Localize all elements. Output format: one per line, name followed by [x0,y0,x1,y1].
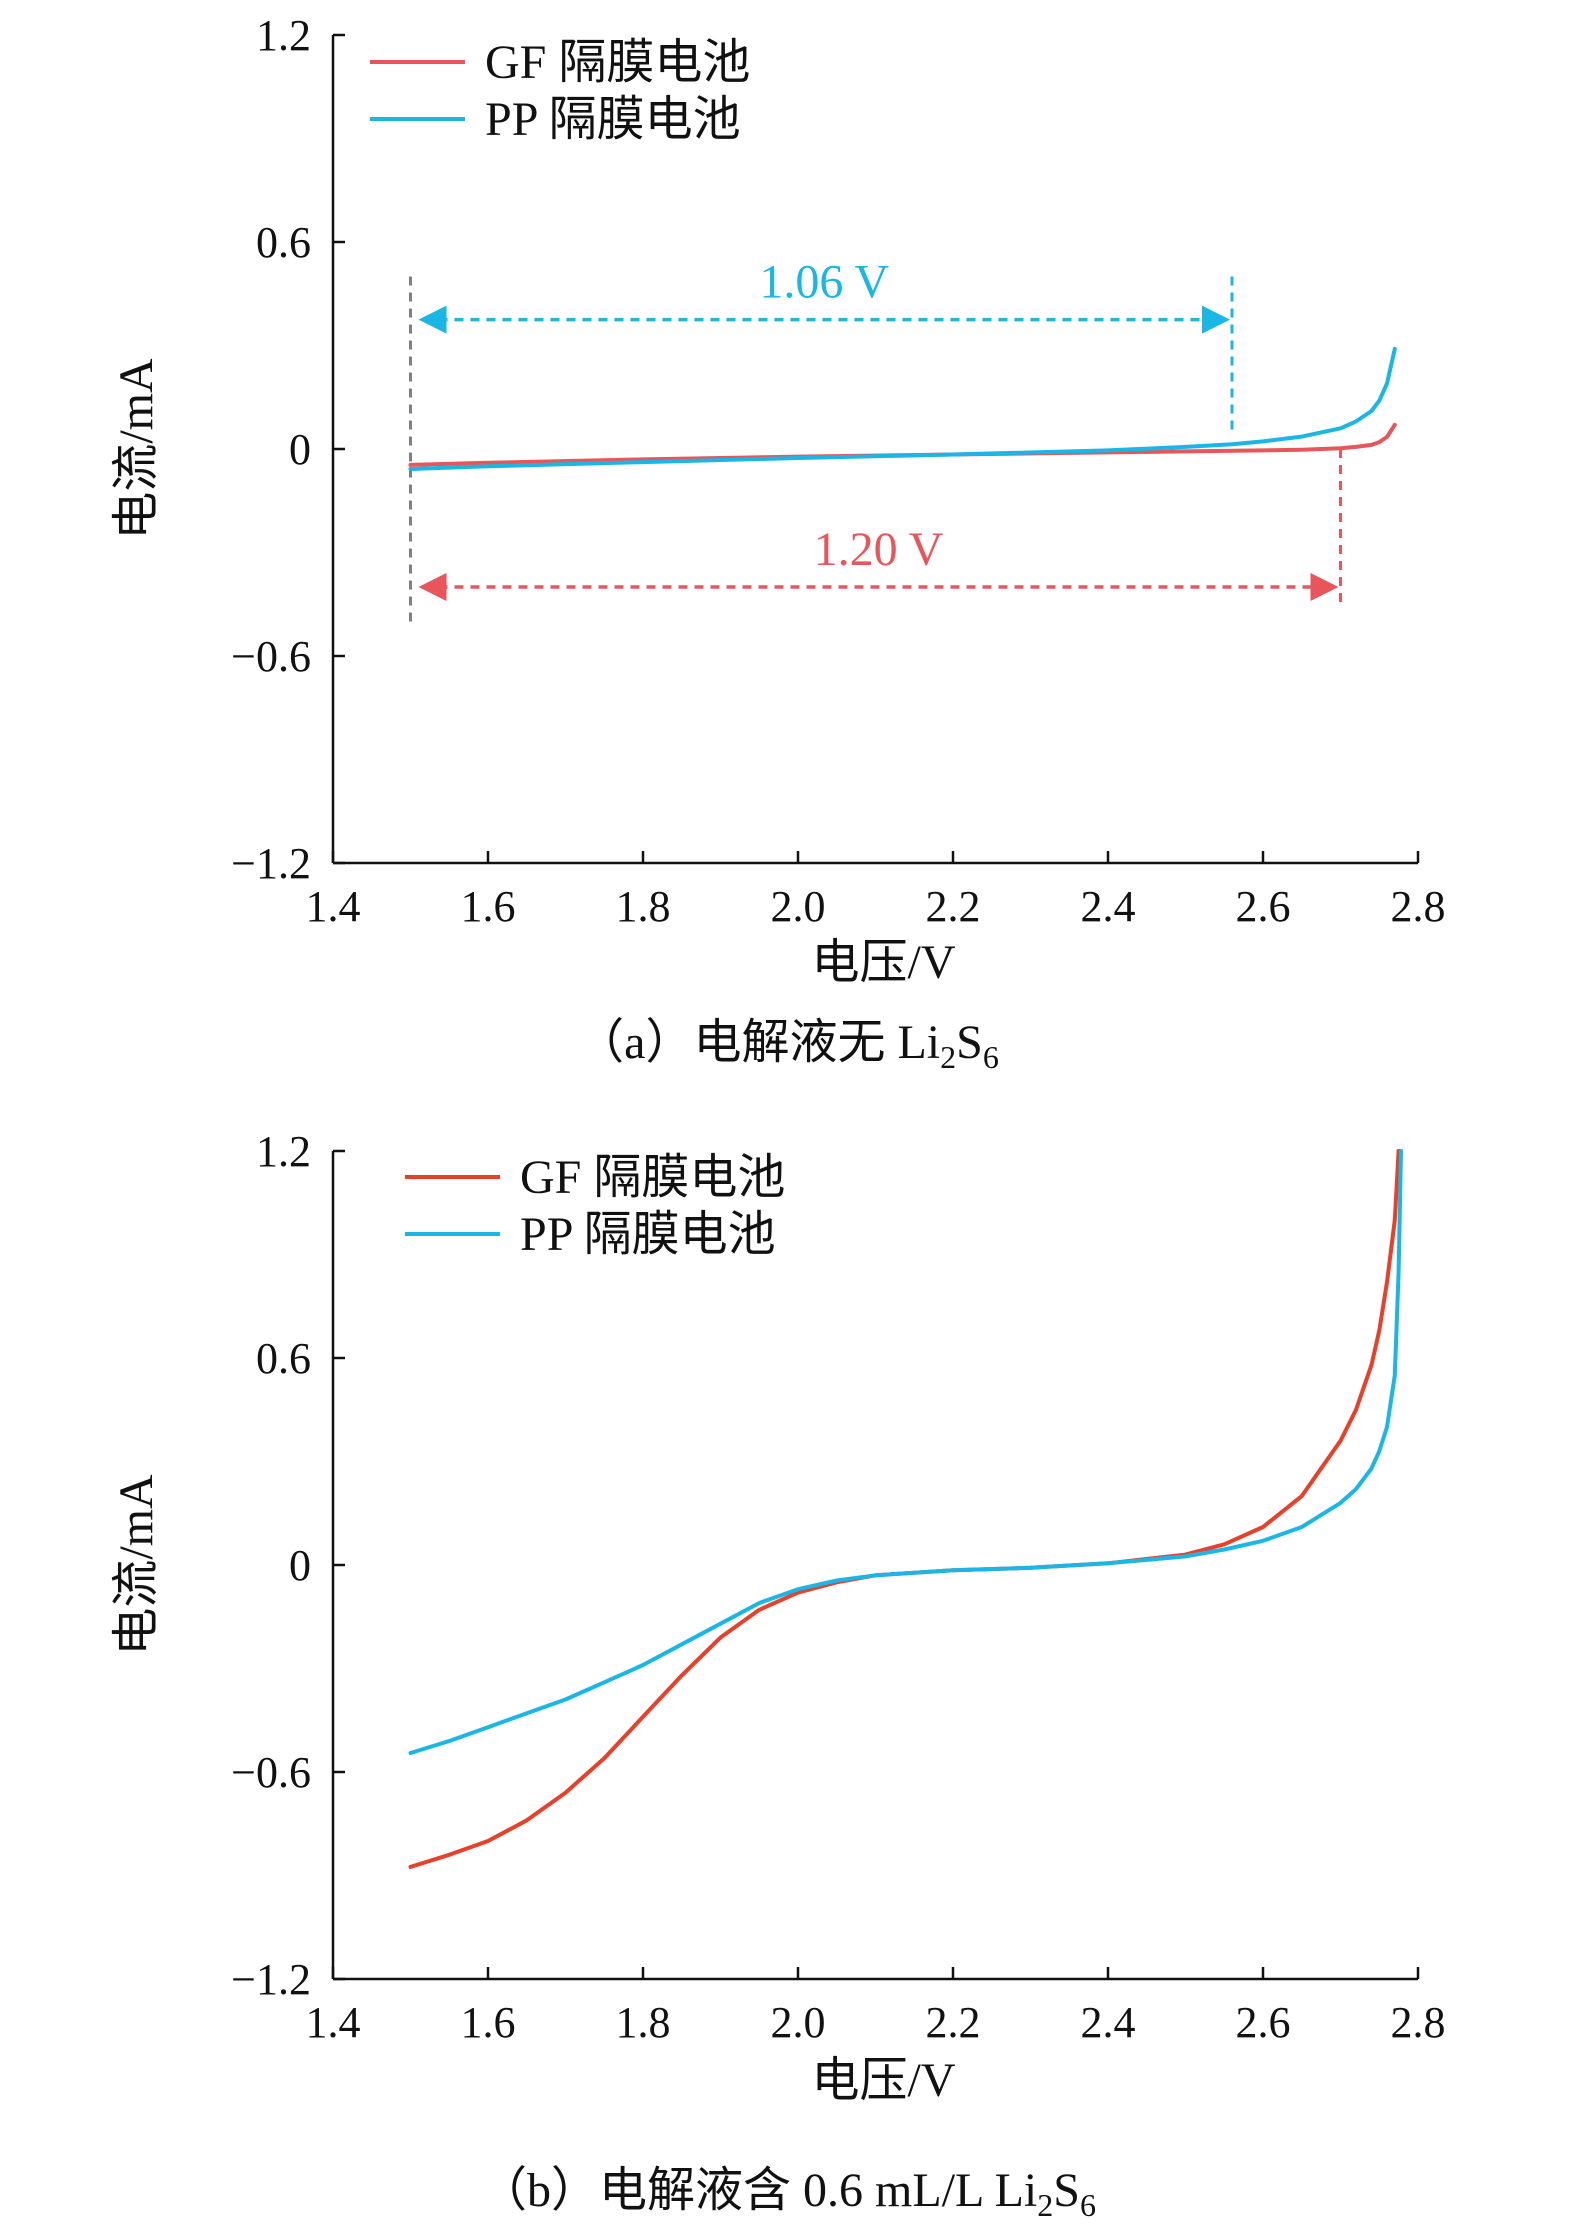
x-tick-label: 2.0 [771,882,826,931]
x-tick-label: 2.8 [1391,882,1446,931]
y-tick-label: 0 [289,1541,311,1590]
series-line-gf [408,422,1397,467]
y-tick-label: 1.2 [256,11,311,60]
caption-text: S [956,1016,983,1069]
legend-label: GF 隔膜电池 [485,36,750,89]
y-axis-title: 电流/mA [110,1474,163,1656]
x-tick-label: 2.6 [1236,882,1291,931]
y-tick-label: −0.6 [231,632,311,681]
x-tick-label: 1.6 [461,1998,516,2047]
x-tick-label: 1.4 [306,1998,361,2047]
x-tick-label: 2.2 [926,882,981,931]
annotation-arrowhead-right [1310,573,1339,601]
chart-b: 1.2 0.6 0 −0.6 −1.21.4 1.6 1.8 2.0 2.2 2.4 2.6 2.8 电… [110,1127,1446,2223]
y-tick-label: −1.2 [231,839,311,888]
annotation-arrowhead-left [418,305,447,334]
y-tick-label: −1.2 [231,1955,311,2004]
caption-subscript: 2 [1037,2187,1053,2223]
x-tick-label: 1.6 [461,882,516,931]
caption-text: （a）电解液无 Li [576,1016,940,1069]
annotation-arrowhead-left [418,573,447,601]
y-tick-label: 1.2 [256,1127,311,1176]
y-tick-label: 0.6 [256,218,311,267]
x-tick-label: 1.8 [616,882,671,931]
x-tick-label: 2.4 [1081,882,1136,931]
x-tick-label: 1.4 [306,882,361,931]
y-tick-label: 0 [289,425,311,474]
x-tick-label: 1.8 [616,1998,671,2047]
x-tick-label: 2.4 [1081,1998,1136,2047]
x-axis-title: 电压/V [811,936,955,989]
x-tick-label: 2.8 [1391,1998,1446,2047]
annotation-label: 1.06 V [759,256,889,309]
caption-text: （b）电解液含 0.6 mL/L Li [479,2164,1037,2217]
legend-label: GF 隔膜电池 [520,1151,785,1204]
caption-subscript: 2 [940,1039,956,1075]
legend-label: PP 隔膜电池 [485,93,741,146]
figure-caption: （a）电解液无 Li2S6 [576,1016,999,1075]
x-tick-label: 2.6 [1236,1998,1291,2047]
y-axis-title: 电流/mA [110,358,163,540]
caption-subscript: 6 [983,1039,999,1075]
series-line-pp [408,346,1397,471]
annotation-arrowhead-right [1202,305,1230,334]
x-tick-label: 2.2 [926,1998,981,2047]
x-tick-label: 2.0 [771,1998,826,2047]
y-tick-label: −0.6 [231,1748,311,1797]
y-tick-label: 0.6 [256,1334,311,1383]
caption-text: S [1053,2164,1080,2217]
series-line-pp [408,1149,1403,1755]
figure-caption: （b）电解液含 0.6 mL/L Li2S6 [479,2164,1096,2223]
x-axis-title: 电压/V [811,2054,955,2107]
legend-label: PP 隔膜电池 [520,1208,776,1261]
annotation-label: 1.20 V [814,523,944,576]
chart-a: 1.2 0.6 0 −0.6 −1.21.4 1.6 1.8 2.0 2.2 2.4 2.6 2.8 电… [110,11,1446,1075]
caption-subscript: 6 [1080,2187,1096,2223]
